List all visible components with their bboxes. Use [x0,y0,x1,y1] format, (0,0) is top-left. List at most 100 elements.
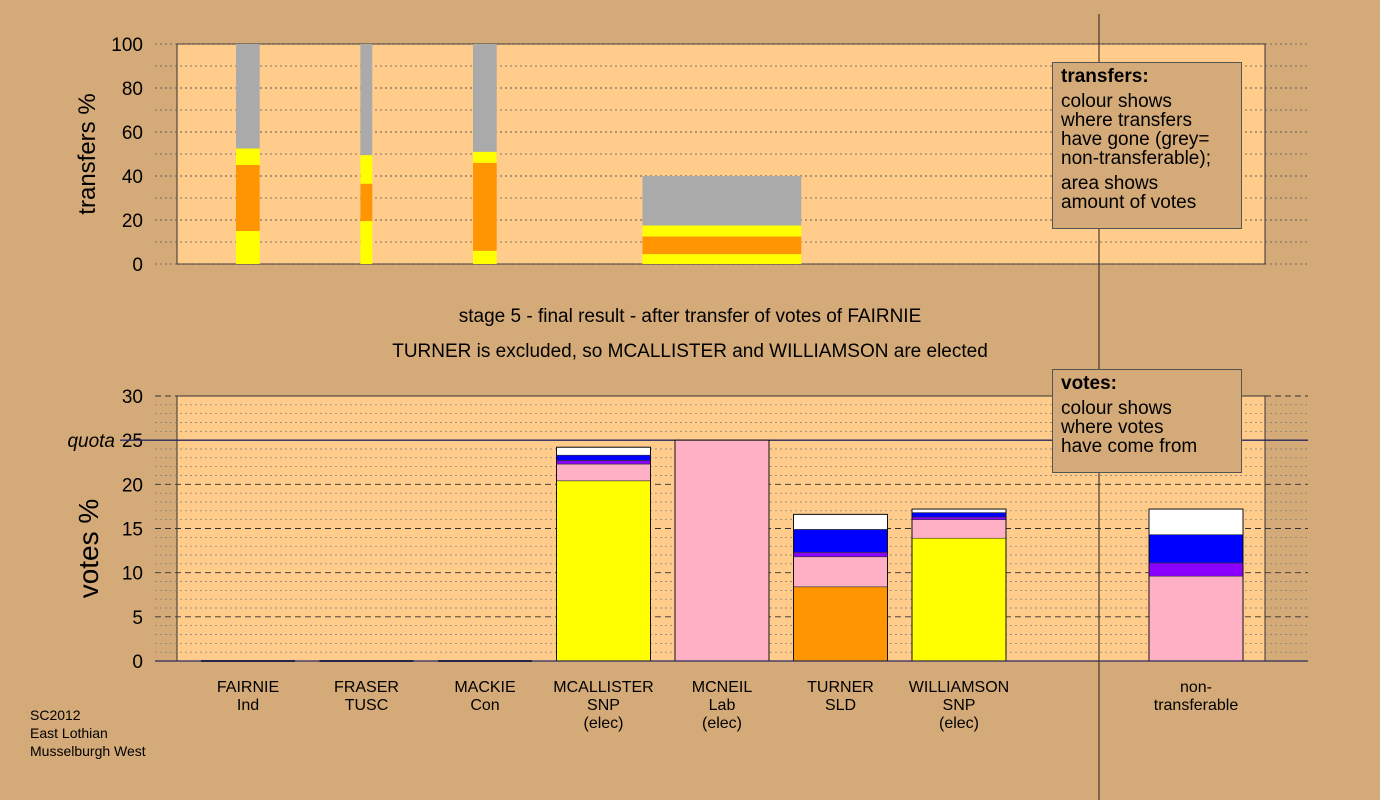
votes-tick-label: 30 [122,387,143,408]
transfer-segment-orange [642,236,802,255]
transfer-segment-yellow [642,254,802,264]
vote-segment-purple [1148,562,1244,577]
transfer-segment-orange [236,165,260,231]
legend-line: non-transferable); [1061,148,1211,169]
candidate-label-line: WILLIAMSON [908,679,1010,696]
transfer-segment-orange [473,162,497,251]
transfer-segment-orange [360,183,373,222]
votes-tick-label: 20 [122,475,143,496]
votes-tick-label: 5 [132,608,143,629]
votes-tick-label: 15 [122,520,143,541]
legend-line: have gone (grey= [1061,129,1210,150]
transfer-segment-yellow [360,155,373,184]
candidate-label-line: FAIRNIE [216,679,280,696]
candidate-label-line: MCNEIL [691,679,753,696]
vote-segment-pink [674,439,770,662]
candidate-label: FRASER TUSC [307,679,427,715]
footnote-line: East Lothian [30,725,108,741]
election-footnote: SC2012 East Lothian Musselburgh West [30,706,146,760]
vote-segment-white [793,514,888,530]
transfer-segment-yellow [473,250,497,264]
candidate-label-line: FRASER [334,679,399,696]
vote-segment-blue [1148,534,1244,564]
candidate-label-line: SNP [942,697,976,714]
votes-legend-title: votes: [1061,373,1117,394]
candidate-label-line: TUSC [344,697,389,714]
quota-label: quota [67,431,115,452]
vote-segment-purple [793,552,888,558]
transfers-tick-label: 0 [132,255,143,276]
vote-segment-yellow [556,480,651,662]
vote-segment-purple [556,460,651,465]
vote-segment-orange [793,586,888,662]
candidate-label: WILLIAMSON SNP (elec) [899,679,1019,733]
candidate-label: non-transferable [1136,679,1256,715]
result-title: TURNER is excluded, so MCALLISTER and WI… [392,341,988,362]
candidate-label-line: MCALLISTER [553,679,654,696]
candidate-label: MCALLISTER SNP (elec) [544,679,664,733]
transfer-segment-yellow [360,221,373,264]
legend-line: where votes [1061,417,1164,438]
vote-segment-pink [793,556,888,588]
transfers-legend: transfers: colour shows where transfers … [1052,62,1242,229]
legend-line: amount of votes [1061,192,1197,213]
vote-segment-purple [911,516,1007,520]
candidate-label: TURNER SLD [781,679,901,715]
votes-legend: votes: colour shows where votes have com… [1052,369,1242,473]
transfer-segment-yellow [236,231,260,264]
footnote-line: SC2012 [30,707,81,723]
legend-line: area shows [1061,173,1159,194]
vote-segment-yellow [911,537,1007,662]
vote-segment-blue [556,454,651,461]
transfer-segment-grey [473,44,497,152]
candidate-label-line: (elec) [938,715,979,732]
vote-segment-pink [556,463,651,482]
transfer-segment-yellow [642,225,802,237]
candidate-label-line: Con [470,697,500,714]
vote-segment-white [911,508,1007,513]
legend-line: colour shows [1061,398,1172,419]
legend-line: where transfers [1061,110,1192,131]
transfers-tick-label: 80 [122,79,143,100]
legend-line: colour shows [1061,91,1172,112]
candidate-label-line: (elec) [583,715,624,732]
candidate-label-line: SLD [824,697,857,714]
candidate-label: MACKIE Con [425,679,545,715]
stage-title: stage 5 - final result - after transfer … [458,306,922,327]
candidate-label: MCNEIL Lab (elec) [662,679,782,733]
vote-segment-white [556,446,651,456]
vote-segment-blue [793,529,888,553]
candidate-label-line: Lab [708,697,736,714]
transfers-legend-text-1: colour shows where transfers have gone (… [1061,92,1233,168]
vote-segment-pink [911,519,1007,539]
votes-tick-label: 0 [132,652,143,673]
vote-segment-blue [911,512,1007,518]
votes-tick-label: 25 [122,431,143,452]
footnote-line: Musselburgh West [30,743,146,759]
legend-line: have come from [1061,436,1198,457]
vote-segment-white [1148,508,1244,535]
candidate-label-line: Ind [236,697,260,714]
transfer-segment-yellow [236,148,260,165]
transfer-segment-grey [360,44,373,156]
candidate-label: FAIRNIE Ind [188,679,308,715]
candidate-label-line: SNP [587,697,620,714]
transfers-legend-text-2: area shows amount of votes [1061,174,1233,212]
candidate-label-line: (elec) [701,715,742,732]
transfers-tick-label: 40 [122,167,143,188]
transfer-segment-grey [236,44,260,149]
votes-axis-label: votes % [73,499,104,599]
transfers-legend-title: transfers: [1061,66,1149,87]
transfers-tick-label: 60 [122,123,143,144]
vote-segment-pink [1148,575,1244,662]
transfers-axis-label: transfers % [74,93,101,214]
transfer-segment-yellow [473,151,497,163]
candidate-label-line: transferable [1153,697,1239,714]
candidate-label-line: TURNER [807,679,874,696]
votes-tick-label: 10 [122,564,143,585]
transfers-tick-label: 20 [122,211,143,232]
transfer-segment-grey [642,176,802,226]
votes-legend-text: colour shows where votes have come from [1061,399,1233,456]
transfers-tick-label: 100 [111,35,143,56]
